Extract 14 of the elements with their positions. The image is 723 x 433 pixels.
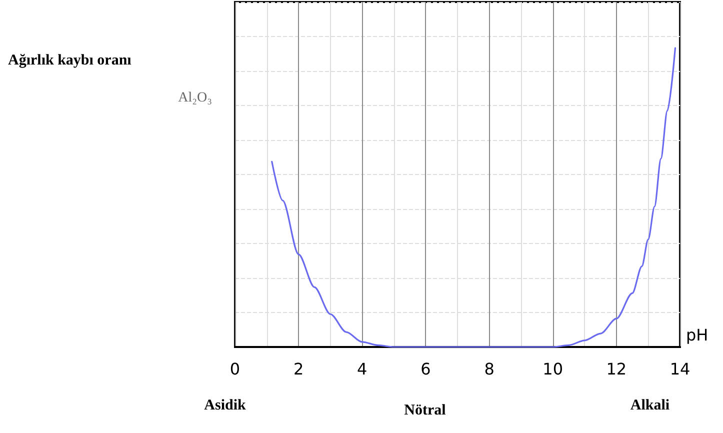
- x-tick-label: 10: [542, 360, 564, 378]
- text: Asidik: [204, 398, 246, 414]
- text: Nötral: [404, 402, 446, 418]
- x-tick-label: 14: [670, 360, 690, 378]
- x-tick-label: 4: [357, 360, 368, 378]
- text: Alkali: [630, 398, 670, 414]
- x-tick-label: 6: [420, 360, 431, 378]
- x-tick-label: 0: [230, 360, 240, 378]
- x-tick-label: 8: [484, 360, 494, 378]
- text: Ağırlık kaybı oranı: [8, 52, 132, 68]
- x-tick-label: 2: [293, 360, 304, 378]
- text: Al₂O₃: [178, 90, 212, 106]
- x-tick-label: 12: [606, 360, 627, 378]
- x-axis-title: pH: [686, 326, 708, 344]
